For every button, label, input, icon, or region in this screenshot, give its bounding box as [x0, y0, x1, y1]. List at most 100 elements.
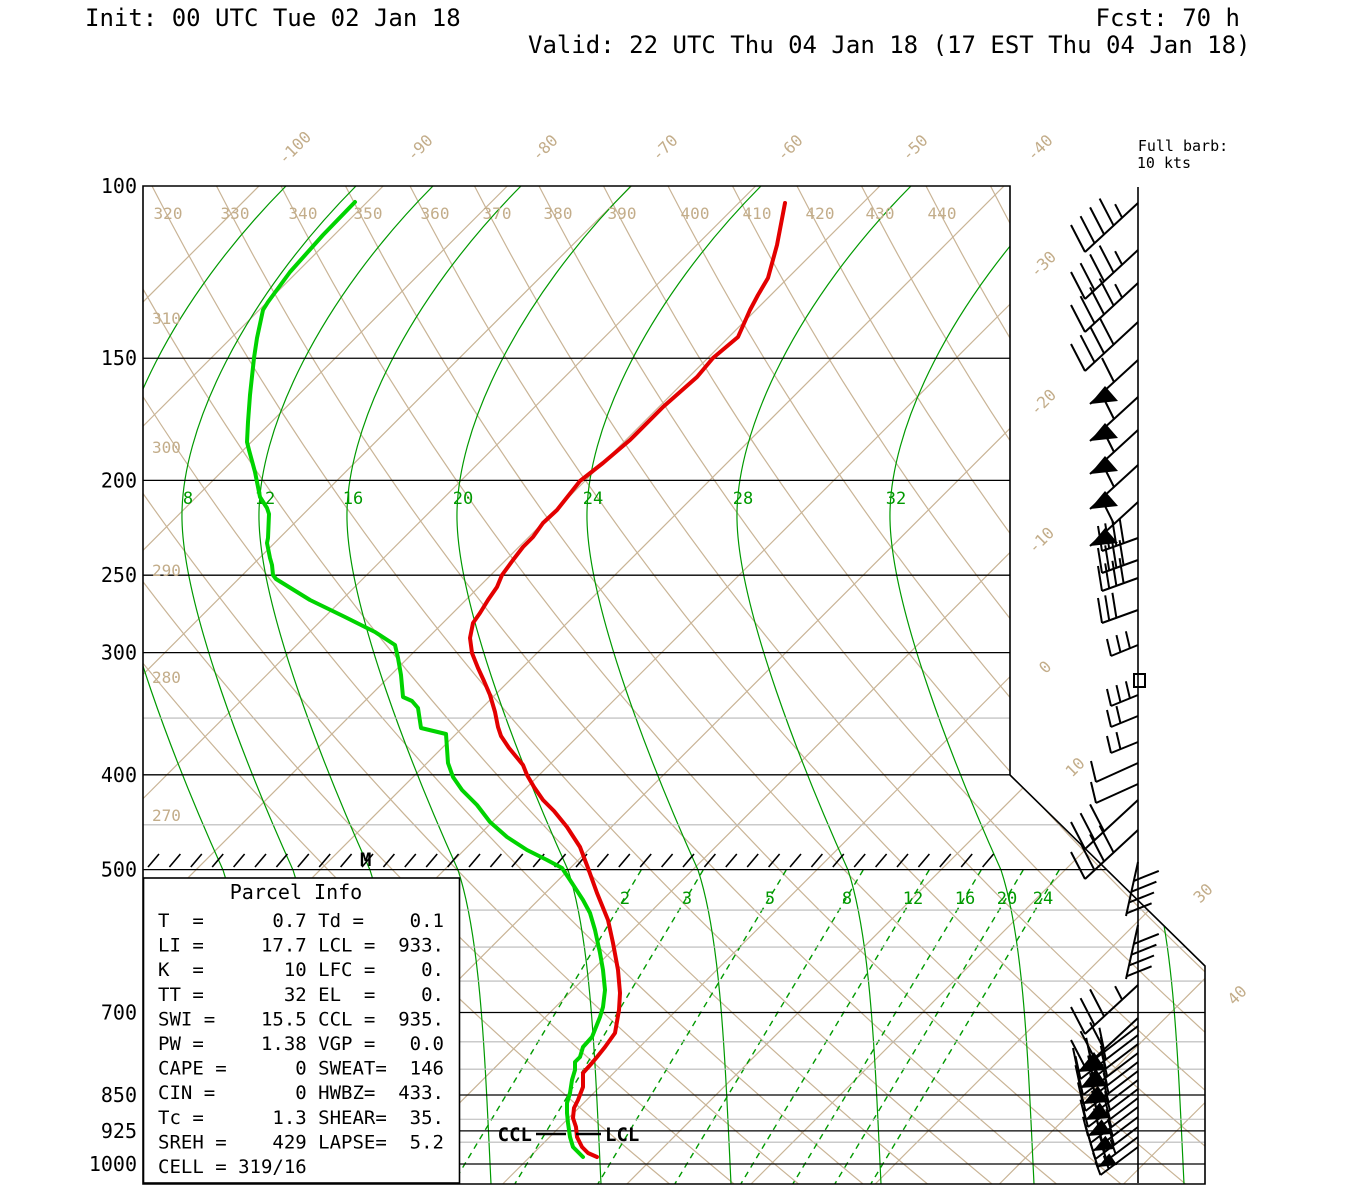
hatch-tick: [682, 853, 695, 868]
isotherm-label-right-0: 0: [1035, 657, 1055, 677]
barb-legend-line2: 10 kts: [1137, 154, 1191, 172]
barb-stroke: [1126, 902, 1152, 915]
barb-stroke: [1104, 563, 1111, 589]
dry-adiabat-280: [143, 186, 735, 1184]
hatch-tick: [853, 853, 866, 868]
mixing-ratio-label-2: 2: [620, 889, 630, 909]
barb-stroke: [1110, 644, 1139, 657]
barb-stroke: [1070, 851, 1086, 880]
parcel-info-row: CAPE = 0 SWEAT= 146: [158, 1058, 444, 1080]
moist-adiabat-label-8: 8: [183, 489, 193, 509]
moist-adiabat-2: [346, 186, 522, 1184]
barb-stroke: [1077, 1073, 1084, 1096]
theta-label-top-320: 320: [154, 204, 183, 223]
dry-adiabat-270: [143, 186, 670, 1184]
barb-stroke: [1093, 1099, 1100, 1119]
barb-stroke: [1095, 783, 1139, 804]
theta-label-top-440: 440: [928, 204, 957, 223]
barb-stroke: [1124, 631, 1131, 649]
pressure-tick-1000: 1000: [89, 1152, 137, 1176]
ccl-label: CCL: [498, 1124, 532, 1146]
pressure-tick-250: 250: [101, 563, 137, 587]
barb-stroke: [1131, 880, 1157, 893]
barb-stroke: [1104, 1090, 1111, 1111]
pressure-tick-925: 925: [101, 1119, 137, 1143]
theta-label-top-390: 390: [608, 204, 637, 223]
barb-stroke: [1089, 325, 1105, 354]
barb-stroke: [1101, 462, 1115, 488]
isotherm-40: [998, 186, 1205, 1184]
barb-stroke: [1089, 206, 1105, 235]
barb-stroke: [1091, 1081, 1099, 1103]
barb-stroke: [1084, 321, 1139, 372]
moist-adiabat-label-20: 20: [453, 489, 473, 509]
barb-stroke: [1128, 954, 1155, 967]
moist-adiabat-4: [586, 186, 762, 1184]
barb-stroke: [1079, 215, 1096, 244]
parcel-info-row: K = 10 LFC = 0.: [158, 959, 444, 981]
theta-label-left-280: 280: [152, 668, 181, 687]
barb-stroke: [1101, 427, 1115, 453]
pressure-tick-400: 400: [101, 763, 137, 787]
barb-stroke: [1101, 609, 1139, 624]
plot-outline: [142, 185, 1206, 1185]
barb-stroke: [1133, 932, 1160, 945]
hatch-tick: [596, 853, 610, 868]
dry-adiabat-320: [151, 186, 993, 1184]
barb-stroke: [1114, 985, 1123, 1001]
barb-stroke: [1106, 638, 1112, 657]
barb-stroke: [1097, 525, 1103, 552]
barb-stroke: [1099, 1036, 1107, 1060]
barb-stroke: [1115, 731, 1122, 750]
parcel-info-row: CIN = 0 HWBZ= 433.: [158, 1082, 444, 1104]
barb-stroke: [1101, 357, 1115, 383]
hatch-tick: [232, 853, 246, 868]
barb-stroke: [1070, 343, 1086, 372]
barb-stroke: [1098, 317, 1115, 346]
barb-stroke: [1101, 499, 1115, 525]
isotherm-label-top--50: -50: [898, 131, 932, 165]
hatch-tick: [511, 853, 524, 868]
pressure-gridlines: [143, 357, 1205, 1165]
moist-adiabat-6: [889, 186, 1065, 1184]
parcel-info-title: Parcel Info: [230, 880, 362, 904]
barb-stroke: [1110, 741, 1139, 754]
barb-stroke: [1106, 688, 1112, 707]
theta-label-top-340: 340: [289, 204, 318, 223]
hatch-tick: [917, 853, 931, 868]
hatch-tick: [703, 853, 717, 868]
theta-label-left-310: 310: [152, 309, 181, 328]
barb-stroke: [1079, 812, 1096, 841]
hatch-tick: [746, 853, 759, 868]
barb-stroke: [1131, 943, 1157, 956]
dry-adiabat-400: [667, 186, 1205, 1184]
isotherm-label-right--10: -10: [1024, 523, 1058, 557]
barb-stroke: [1089, 833, 1105, 862]
hatch-tick: [211, 853, 224, 868]
barb-stroke: [1084, 282, 1139, 333]
theta-label-top-410: 410: [743, 204, 772, 223]
barb-stroke: [1094, 1161, 1102, 1176]
barb-stroke: [1095, 762, 1139, 783]
pressure-tick-500: 500: [101, 858, 137, 882]
barb-pennant: [1090, 386, 1118, 404]
mixing-ratio-label-16: 16: [955, 889, 975, 909]
barb-stroke: [1104, 545, 1111, 571]
dry-adiabat-380: [538, 186, 1205, 1184]
pressure-tick-100: 100: [101, 174, 137, 198]
barb-stroke: [1090, 760, 1097, 783]
theta-label-left-290: 290: [152, 561, 181, 580]
hatch-tick: [361, 853, 374, 868]
hatch-tick: [639, 853, 652, 868]
barb-stroke: [1115, 705, 1122, 724]
parcel-info-row: PW = 1.38 VGP = 0.0: [158, 1033, 444, 1055]
parcel-info-row: TT = 32 EL = 0.: [158, 984, 444, 1006]
hatch-tick: [275, 853, 289, 868]
barb-stroke: [1074, 1055, 1082, 1080]
m-marker: M: [360, 849, 371, 871]
theta-label-top-400: 400: [681, 204, 710, 223]
hatch-tick: [939, 853, 952, 868]
dry-adiabat-300: [143, 186, 864, 1184]
barb-stroke: [1101, 394, 1115, 420]
